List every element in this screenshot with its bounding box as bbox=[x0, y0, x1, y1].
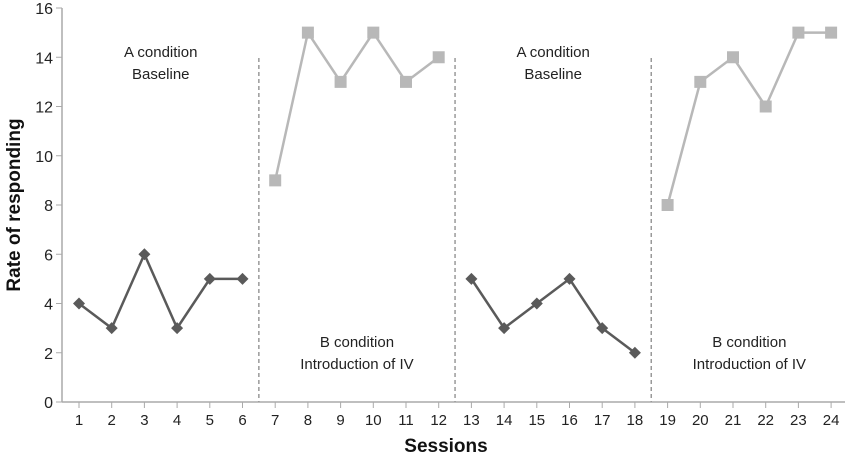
x-tick-label: 1 bbox=[75, 412, 83, 429]
x-tick-label: 2 bbox=[108, 412, 116, 429]
x-tick-label: 9 bbox=[336, 412, 344, 429]
x-tick-label: 13 bbox=[463, 412, 480, 429]
x-tick-label: 8 bbox=[304, 412, 312, 429]
data-point bbox=[73, 297, 85, 310]
x-axis-label: Sessions bbox=[404, 436, 487, 457]
series-line-B2 bbox=[666, 31, 832, 206]
series-line-A1 bbox=[78, 251, 243, 331]
data-point bbox=[334, 75, 347, 88]
x-tick-label: 15 bbox=[528, 412, 545, 429]
y-tick-label: 16 bbox=[35, 1, 53, 18]
phase-label: A condition bbox=[124, 44, 197, 61]
data-point bbox=[825, 26, 838, 39]
data-point bbox=[236, 272, 249, 285]
x-tick-label: 16 bbox=[561, 412, 578, 429]
data-point bbox=[498, 322, 511, 335]
x-tick-label: 21 bbox=[725, 412, 742, 429]
x-tick-label: 6 bbox=[238, 412, 246, 429]
x-tick-label: 5 bbox=[206, 412, 214, 429]
y-axis-label: Rate of responding bbox=[4, 118, 25, 291]
data-point bbox=[530, 297, 543, 310]
y-tick-label: 8 bbox=[44, 198, 53, 215]
x-tick-label: 20 bbox=[692, 412, 709, 429]
phase-label: Introduction of IV bbox=[693, 356, 806, 373]
phase-label: B condition bbox=[712, 334, 786, 351]
data-point bbox=[105, 322, 118, 335]
y-tick-label: 14 bbox=[35, 50, 53, 67]
x-tick-label: 4 bbox=[173, 412, 181, 429]
phase-label: Baseline bbox=[132, 66, 190, 83]
x-tick-label: 7 bbox=[271, 412, 279, 429]
data-point bbox=[465, 272, 478, 285]
data-point bbox=[203, 272, 216, 285]
phase-label: Introduction of IV bbox=[300, 356, 413, 373]
y-tick-label: 6 bbox=[44, 247, 53, 264]
x-tick-label: 19 bbox=[659, 412, 676, 429]
x-tick-label: 3 bbox=[140, 412, 148, 429]
x-tick-label: 10 bbox=[365, 412, 382, 429]
y-tick-label: 4 bbox=[44, 297, 53, 314]
data-point bbox=[171, 322, 184, 335]
x-tick-label: 18 bbox=[627, 412, 644, 429]
data-point bbox=[759, 100, 772, 113]
data-point bbox=[301, 26, 314, 39]
phase-label: Baseline bbox=[524, 66, 582, 83]
y-tick-label: 2 bbox=[44, 346, 53, 363]
x-tick-label: 23 bbox=[790, 412, 807, 429]
x-tick-label: 24 bbox=[823, 412, 840, 429]
data-point bbox=[138, 248, 151, 261]
data-point bbox=[269, 174, 282, 187]
y-tick-label: 12 bbox=[35, 100, 53, 117]
data-point bbox=[694, 75, 707, 88]
data-point bbox=[596, 322, 609, 335]
phase-label: B condition bbox=[320, 334, 394, 351]
x-tick-label: 17 bbox=[594, 412, 611, 429]
series-line-A2 bbox=[470, 277, 636, 354]
data-point bbox=[367, 26, 380, 39]
y-tick-label: 0 bbox=[44, 395, 53, 412]
data-point bbox=[400, 75, 412, 88]
x-tick-label: 11 bbox=[398, 412, 414, 429]
data-point bbox=[628, 346, 641, 359]
x-tick-label: 22 bbox=[757, 412, 774, 429]
series-line-B1 bbox=[273, 29, 440, 181]
phase-label: A condition bbox=[516, 44, 589, 61]
data-point bbox=[661, 199, 674, 211]
data-point bbox=[727, 51, 739, 64]
x-tick-label: 14 bbox=[496, 412, 513, 429]
data-point bbox=[563, 272, 576, 285]
y-tick-label: 10 bbox=[35, 149, 53, 166]
x-tick-label: 12 bbox=[430, 412, 447, 429]
data-point bbox=[432, 51, 445, 64]
data-point bbox=[792, 26, 805, 39]
